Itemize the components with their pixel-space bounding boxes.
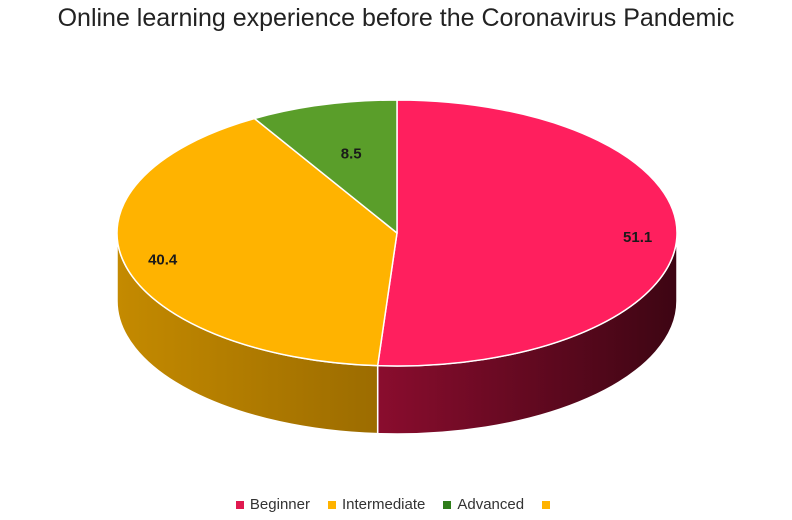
legend: Beginner Intermediate Advanced bbox=[0, 496, 792, 513]
legend-swatch-unnamed bbox=[542, 500, 551, 509]
legend-item-unnamed bbox=[542, 500, 556, 509]
legend-item-advanced: Advanced bbox=[443, 496, 524, 513]
legend-swatch-intermediate bbox=[327, 500, 336, 509]
legend-item-beginner: Beginner bbox=[235, 496, 310, 513]
legend-label-beginner: Beginner bbox=[249, 496, 310, 513]
data-label-advanced: 8.5 bbox=[341, 145, 362, 162]
chart-title: Online learning experience before the Co… bbox=[57, 4, 735, 32]
pie-slice-intermediate bbox=[116, 117, 398, 367]
pie-tops bbox=[116, 99, 678, 367]
legend-label-intermediate: Intermediate bbox=[341, 496, 426, 513]
data-label-beginner: 51.1 bbox=[623, 229, 652, 246]
legend-label-advanced: Advanced bbox=[457, 496, 525, 513]
pie-chart: 51.1 40.4 8.5 bbox=[116, 99, 678, 435]
legend-swatch-beginner bbox=[235, 500, 244, 509]
pie-slice-advanced bbox=[253, 99, 398, 234]
pie-labels: 51.1 40.4 8.5 bbox=[148, 145, 652, 268]
pie-slice-beginner bbox=[376, 99, 678, 367]
data-label-intermediate: 40.4 bbox=[148, 251, 178, 268]
legend-swatch-advanced bbox=[443, 500, 452, 509]
legend-item-intermediate: Intermediate bbox=[327, 496, 426, 513]
